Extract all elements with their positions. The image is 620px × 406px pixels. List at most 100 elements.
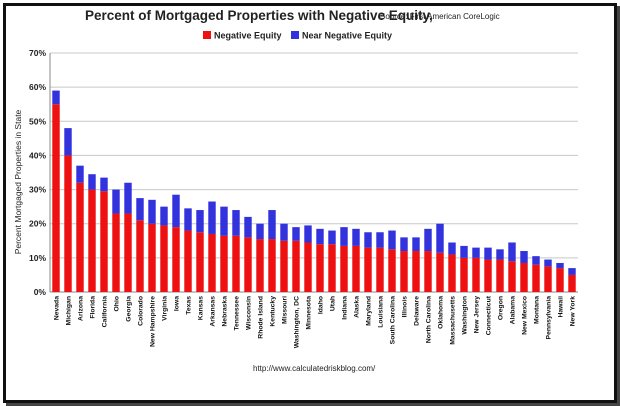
bar-negative-equity [220, 235, 228, 292]
y-tick-label: 40% [29, 150, 46, 160]
x-tick-label: Kansas [198, 296, 205, 320]
x-tick-label: California [102, 296, 109, 328]
x-tick-label: Massachusetts [450, 296, 457, 345]
x-tick-label: Nebraska [222, 296, 229, 327]
x-tick-label: South Carolina [390, 296, 397, 345]
bar-near-negative-equity [532, 256, 540, 265]
bar-negative-equity [208, 233, 216, 292]
bar-near-negative-equity [412, 237, 420, 252]
y-tick-label: 70% [29, 48, 46, 58]
x-tick-label: Oregon [498, 296, 505, 320]
bar-negative-equity [76, 182, 84, 292]
x-tick-label: North Carolina [426, 296, 433, 343]
bar-near-negative-equity [52, 90, 60, 105]
y-tick-label: 20% [29, 219, 46, 229]
x-tick-label: Kentucky [270, 296, 277, 327]
x-tick-label: Washington, DC [294, 296, 301, 348]
bar-negative-equity [556, 268, 564, 292]
bar-negative-equity [520, 262, 528, 292]
bar-negative-equity [148, 223, 156, 292]
bar-negative-equity [112, 213, 120, 292]
bar-negative-equity [172, 227, 180, 292]
bar-near-negative-equity [136, 198, 144, 221]
bar-near-negative-equity [328, 230, 336, 245]
bar-near-negative-equity [232, 210, 240, 236]
bar-negative-equity [280, 240, 288, 292]
x-tick-label: Pennsylvania [546, 296, 553, 340]
x-tick-label: Virginia [162, 296, 169, 321]
bar-negative-equity [64, 155, 72, 292]
bar-negative-equity [256, 239, 264, 292]
x-tick-label: Alabama [510, 296, 517, 325]
bar-negative-equity [388, 249, 396, 292]
x-tick-label: Oklahoma [438, 296, 445, 329]
x-tick-label: Tennessee [234, 296, 241, 331]
bar-negative-equity [232, 235, 240, 292]
x-tick-label: Utah [330, 296, 337, 311]
bar-negative-equity [196, 232, 204, 292]
bar-near-negative-equity [520, 251, 528, 263]
x-tick-label: Louisiana [378, 296, 385, 328]
bar-negative-equity [508, 261, 516, 292]
x-tick-label: Minnesota [306, 296, 313, 330]
bar-near-negative-equity [244, 216, 252, 238]
footer-url: http://www.calculatedriskblog.com/ [253, 364, 376, 373]
bar-negative-equity [100, 191, 108, 292]
bar-near-negative-equity [268, 210, 276, 240]
bar-negative-equity [484, 259, 492, 292]
bar-negative-equity [124, 213, 132, 292]
bar-negative-equity [532, 264, 540, 292]
chart-title: Percent of Mortgaged Properties with Neg… [85, 8, 433, 23]
bar-near-negative-equity [196, 210, 204, 233]
legend-swatch [203, 31, 211, 39]
bar-near-negative-equity [256, 223, 264, 240]
x-tick-label: New Jersey [474, 296, 481, 334]
x-tick-label: Ohio [114, 296, 121, 311]
x-tick-label: Arkansas [210, 296, 217, 327]
bar-near-negative-equity [124, 182, 132, 214]
bar-near-negative-equity [376, 232, 384, 248]
bar-negative-equity [448, 254, 456, 292]
bar-near-negative-equity [112, 189, 120, 214]
bar-negative-equity [160, 225, 168, 292]
x-tick-label: Maryland [366, 296, 373, 326]
x-tick-label: Indiana [342, 296, 349, 320]
bar-near-negative-equity [364, 232, 372, 248]
x-tick-label: Arizona [78, 296, 85, 321]
x-tick-label: Nevada [54, 296, 61, 320]
bar-negative-equity [52, 104, 60, 292]
x-tick-label: Missouri [282, 296, 289, 324]
y-tick-label: 0% [34, 287, 47, 297]
bar-near-negative-equity [88, 174, 96, 190]
x-tick-label: Wisconsin [246, 296, 253, 330]
x-tick-label: Washington [462, 296, 469, 335]
bar-negative-equity [136, 220, 144, 292]
x-tick-label: Delaware [414, 296, 421, 326]
x-tick-label: Rhode Island [258, 296, 265, 339]
legend-label: Negative Equity [214, 31, 282, 41]
bar-near-negative-equity [292, 227, 300, 241]
bar-negative-equity [364, 247, 372, 292]
bar-near-negative-equity [436, 223, 444, 253]
bar-negative-equity [472, 257, 480, 292]
y-tick-label: 50% [29, 116, 46, 126]
bar-near-negative-equity [76, 165, 84, 183]
bar-negative-equity [412, 251, 420, 292]
bar-near-negative-equity [148, 199, 156, 224]
bar-negative-equity [244, 237, 252, 292]
x-tick-label: Texas [186, 296, 193, 315]
x-tick-label: Montana [534, 296, 541, 324]
bar-near-negative-equity [340, 227, 348, 246]
bar-near-negative-equity [448, 242, 456, 255]
bar-near-negative-equity [316, 228, 324, 245]
x-tick-label: Colorado [138, 296, 145, 326]
x-tick-label: Idaho [318, 296, 325, 314]
x-tick-label: Connecticut [486, 295, 493, 335]
bar-negative-equity [268, 239, 276, 292]
bar-negative-equity [544, 266, 552, 292]
bar-negative-equity [304, 242, 312, 292]
bar-negative-equity [352, 245, 360, 292]
bar-near-negative-equity [544, 259, 552, 267]
bar-negative-equity [460, 257, 468, 292]
